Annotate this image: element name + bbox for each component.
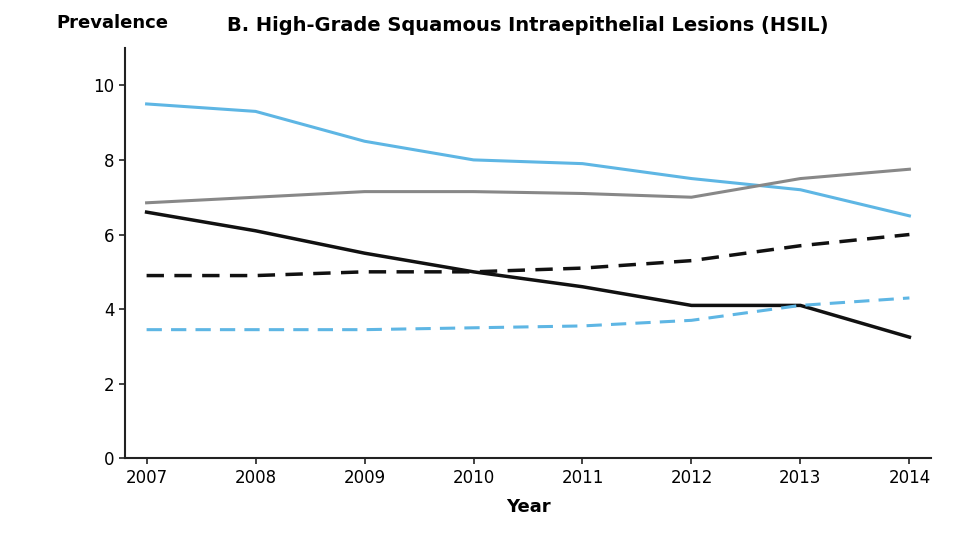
X-axis label: Year: Year (506, 498, 550, 516)
Text: Prevalence: Prevalence (57, 13, 168, 31)
Title: B. High-Grade Squamous Intraepithelial Lesions (HSIL): B. High-Grade Squamous Intraepithelial L… (228, 17, 828, 35)
